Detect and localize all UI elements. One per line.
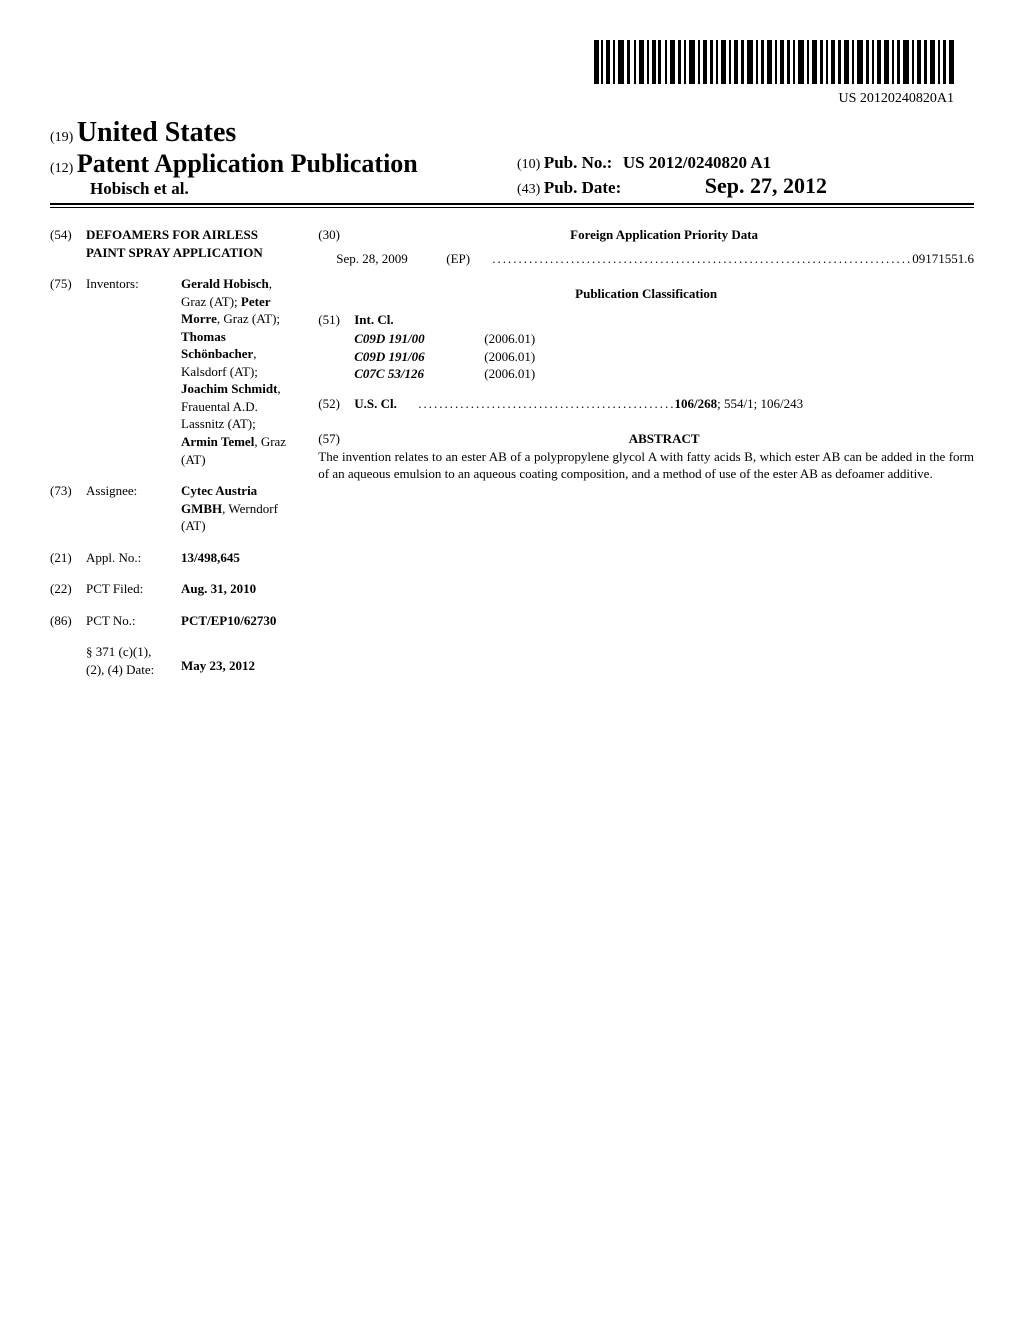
country-line: (19) United States xyxy=(50,117,507,149)
field-num-30: (30) xyxy=(318,226,354,244)
intcl-date: (2006.01) xyxy=(484,348,535,366)
uscl-label: U.S. Cl. xyxy=(354,395,418,413)
pct-filed-label: PCT Filed: xyxy=(86,580,181,598)
prefix-12: (12) xyxy=(50,161,73,176)
abstract-body: The invention relates to an ester AB of … xyxy=(318,448,974,483)
appl-no-field: (21) Appl. No.: 13/498,645 xyxy=(50,549,288,567)
intcl-date: (2006.01) xyxy=(484,330,535,348)
inventors-value: Gerald Hobisch, Graz (AT); Peter Morre, … xyxy=(181,275,288,468)
foreign-priority-heading-row: (30) Foreign Application Priority Data xyxy=(318,226,974,244)
pub-date-value: Sep. 27, 2012 xyxy=(705,173,827,198)
pct-filed-field: (22) PCT Filed: Aug. 31, 2010 xyxy=(50,580,288,598)
field-num-22: (22) xyxy=(50,580,86,598)
field-num-73: (73) xyxy=(50,482,86,535)
assignee-value: Cytec Austria GMBH, Werndorf (AT) xyxy=(181,482,288,535)
intcl-row: C09D 191/00(2006.01) xyxy=(318,330,974,348)
s371-field: § 371 (c)(1), (2), (4) Date: May 23, 201… xyxy=(50,643,288,678)
s371-label: § 371 (c)(1), (2), (4) Date: xyxy=(86,643,181,678)
pct-no-label: PCT No.: xyxy=(86,612,181,630)
uscl-field: (52) U.S. Cl. 106/268; 554/1; 106/243 xyxy=(318,395,974,413)
barcode-number: US 20120240820A1 xyxy=(50,91,954,107)
pub-no-label: Pub. No.: xyxy=(544,153,612,172)
assignee-field: (73) Assignee: Cytec Austria GMBH, Wernd… xyxy=(50,482,288,535)
uscl-values: 106/268; 554/1; 106/243 xyxy=(675,395,804,413)
foreign-priority-heading: Foreign Application Priority Data xyxy=(354,226,974,244)
priority-data-row: Sep. 28, 2009 (EP) 09171551.6 xyxy=(318,250,974,268)
field-num-57: (57) xyxy=(318,430,354,448)
intcl-field: (51) Int. Cl. xyxy=(318,311,974,329)
dotfill xyxy=(418,395,674,413)
pub-date-line: (43) Pub. Date: Sep. 27, 2012 xyxy=(517,173,974,199)
assignee-label: Assignee: xyxy=(86,482,181,535)
pub-no-line: (10) Pub. No.: US 2012/0240820 A1 xyxy=(517,153,974,173)
pub-date-label: Pub. Date: xyxy=(544,178,621,197)
country-name: United States xyxy=(77,117,236,148)
inventors-field: (75) Inventors: Gerald Hobisch, Graz (AT… xyxy=(50,275,288,468)
barcode-region: US 20120240820A1 xyxy=(50,40,974,107)
divider-thin xyxy=(50,207,974,208)
intcl-code: C09D 191/00 xyxy=(318,330,484,348)
field-num-86: (86) xyxy=(50,612,86,630)
inventors-label: Inventors: xyxy=(86,275,181,468)
appl-no-value: 13/498,645 xyxy=(181,549,288,567)
intcl-row: C09D 191/06(2006.01) xyxy=(318,348,974,366)
intcl-label: Int. Cl. xyxy=(354,311,974,329)
left-column: (54) DEFOAMERS FOR AIRLESS PAINT SPRAY A… xyxy=(50,226,288,692)
intcl-date: (2006.01) xyxy=(484,365,535,383)
field-num-51: (51) xyxy=(318,311,354,329)
priority-country: (EP) xyxy=(446,250,492,268)
pct-no-value: PCT/EP10/62730 xyxy=(181,612,288,630)
appl-no-label: Appl. No.: xyxy=(86,549,181,567)
prefix-10: (10) xyxy=(517,157,540,172)
author-line: Hobisch et al. xyxy=(50,179,507,199)
intcl-code: C09D 191/06 xyxy=(318,348,484,366)
abstract-heading-row: (57) ABSTRACT xyxy=(318,430,974,448)
invention-title: DEFOAMERS FOR AIRLESS PAINT SPRAY APPLIC… xyxy=(86,226,288,261)
publication-type: Patent Application Publication xyxy=(77,149,418,178)
intcl-code: C07C 53/126 xyxy=(318,365,484,383)
pub-classification-heading: Publication Classification xyxy=(318,285,974,303)
title-field: (54) DEFOAMERS FOR AIRLESS PAINT SPRAY A… xyxy=(50,226,288,261)
priority-date: Sep. 28, 2009 xyxy=(336,250,446,268)
dotfill xyxy=(492,250,912,268)
field-num-54: (54) xyxy=(50,226,86,261)
body-columns: (54) DEFOAMERS FOR AIRLESS PAINT SPRAY A… xyxy=(50,226,974,692)
right-column: (30) Foreign Application Priority Data S… xyxy=(318,226,974,692)
field-num-21: (21) xyxy=(50,549,86,567)
field-num-52: (52) xyxy=(318,395,354,413)
pub-no-value: US 2012/0240820 A1 xyxy=(623,153,771,172)
field-num-75: (75) xyxy=(50,275,86,468)
abstract-heading: ABSTRACT xyxy=(354,430,974,448)
divider-thick xyxy=(50,203,974,205)
pub-type-line: (12) Patent Application Publication xyxy=(50,149,507,179)
pct-filed-value: Aug. 31, 2010 xyxy=(181,580,288,598)
publication-header: (19) United States (12) Patent Applicati… xyxy=(50,117,974,199)
prefix-43: (43) xyxy=(517,182,540,197)
intcl-list: C09D 191/00(2006.01)C09D 191/06(2006.01)… xyxy=(318,330,974,383)
intcl-row: C07C 53/126(2006.01) xyxy=(318,365,974,383)
pct-no-field: (86) PCT No.: PCT/EP10/62730 xyxy=(50,612,288,630)
barcode-icon xyxy=(594,40,954,84)
priority-value: 09171551.6 xyxy=(912,250,974,268)
s371-value: May 23, 2012 xyxy=(181,643,288,678)
prefix-19: (19) xyxy=(50,130,73,145)
